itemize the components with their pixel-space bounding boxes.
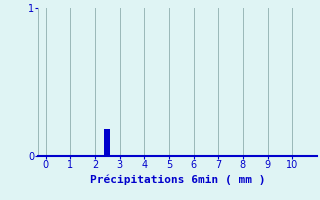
X-axis label: Précipitations 6min ( mm ): Précipitations 6min ( mm ) [90, 174, 265, 185]
Bar [104, 129, 110, 156]
